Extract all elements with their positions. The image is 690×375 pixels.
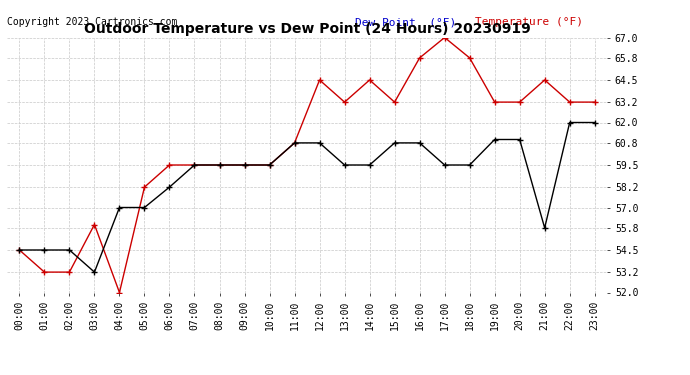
Text: Temperature (°F): Temperature (°F) (475, 17, 583, 27)
Title: Outdoor Temperature vs Dew Point (24 Hours) 20230919: Outdoor Temperature vs Dew Point (24 Hou… (83, 22, 531, 36)
Text: Copyright 2023 Cartronics.com: Copyright 2023 Cartronics.com (7, 17, 177, 27)
Text: Dew Point  (°F): Dew Point (°F) (355, 17, 456, 27)
